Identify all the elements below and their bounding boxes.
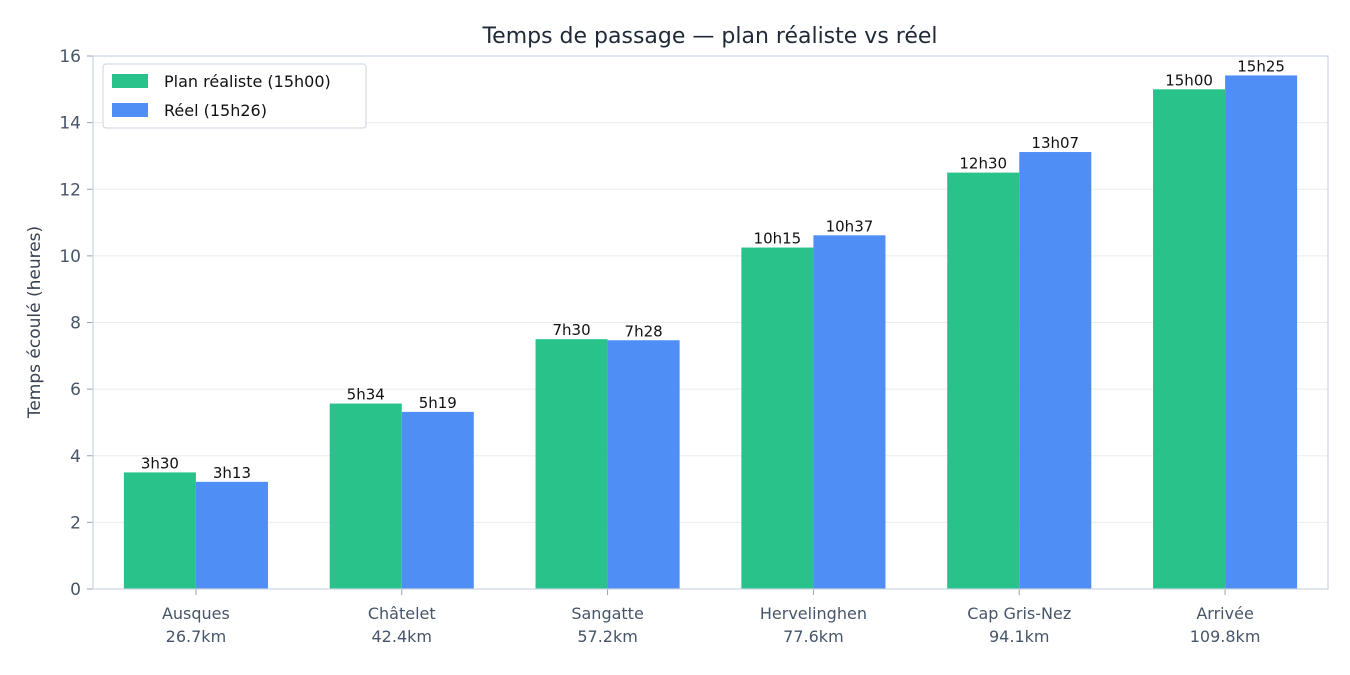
- x-tick-distance-label: 57.2km: [577, 627, 637, 646]
- x-tick-label: Ausques: [162, 604, 230, 623]
- bar: [195, 481, 268, 589]
- bar: [123, 472, 196, 589]
- y-tick-label: 16: [59, 47, 81, 67]
- bar-value-label: 5h19: [419, 394, 457, 412]
- value-labels-group: 3h30 3h13 5h34 5h19 7h30 7h28 10h15 10h37 12h30 1…: [141, 57, 1285, 481]
- x-tick-distance-label: 94.1km: [989, 627, 1049, 646]
- bar: [741, 247, 814, 589]
- x-tick-label: Châtelet: [368, 604, 436, 623]
- legend-entry: Réel (15h26): [164, 101, 267, 120]
- x-tick-distance-label: 77.6km: [783, 627, 843, 646]
- bar-value-label: 12h30: [959, 155, 1007, 173]
- bar: [1153, 89, 1226, 589]
- plot-frame: [92, 55, 1329, 590]
- legend-box: [102, 63, 367, 129]
- bar: [1019, 152, 1092, 590]
- x-tick-label: Cap Gris-Nez: [967, 604, 1071, 623]
- x-tick-distance-label: 26.7km: [166, 627, 226, 646]
- legend: Plan réaliste (15h00) Réel (15h26): [102, 63, 367, 129]
- bar-value-label: 15h00: [1165, 71, 1213, 89]
- bar: [329, 403, 402, 589]
- legend-entry: Plan réaliste (15h00): [164, 72, 331, 91]
- y-tick-label: 4: [70, 447, 81, 467]
- bar: [947, 172, 1020, 589]
- x-tick-label: Sangatte: [571, 604, 643, 623]
- bar-value-label: 10h37: [826, 217, 874, 235]
- bars-group: [123, 75, 1298, 590]
- legend-swatch: [112, 103, 148, 117]
- y-tick-label: 14: [59, 114, 81, 134]
- bar-value-label: 13h07: [1031, 134, 1079, 152]
- bar-value-label: 10h15: [754, 230, 802, 248]
- bar-value-label: 7h30: [552, 321, 590, 339]
- bar: [535, 339, 608, 589]
- bar-value-label: 7h28: [625, 322, 663, 340]
- y-tick-label: 10: [59, 247, 81, 267]
- bar: [1225, 75, 1298, 589]
- x-tick-label: Hervelinghen: [760, 604, 867, 623]
- x-tick-distance-label: 42.4km: [372, 627, 432, 646]
- bar-value-label: 3h13: [213, 464, 251, 482]
- x-tick-label: Arrivée: [1196, 604, 1253, 623]
- bar: [607, 340, 680, 589]
- legend-swatch: [112, 74, 148, 88]
- y-axis-label: Temps écoulé (heures): [25, 226, 45, 419]
- y-tick-label: 0: [70, 580, 81, 600]
- bar-value-label: 15h25: [1237, 57, 1285, 75]
- x-tick-distance-label: 109.8km: [1190, 627, 1261, 646]
- bar-value-label: 5h34: [347, 386, 385, 404]
- y-tick-label: 8: [70, 314, 81, 334]
- y-tick-label: 12: [59, 180, 81, 200]
- chart-title: Temps de passage — plan réaliste vs réel: [481, 24, 937, 49]
- y-tick-label: 2: [70, 513, 81, 533]
- bar: [401, 411, 474, 589]
- y-tick-label: 6: [70, 380, 81, 400]
- axes-group: 0 2 4 6 8 10 12 14 16 Ausques 26.7km Châtelet 42.4km…: [59, 47, 1329, 646]
- bar: [813, 235, 886, 590]
- bar-value-label: 3h30: [141, 454, 179, 472]
